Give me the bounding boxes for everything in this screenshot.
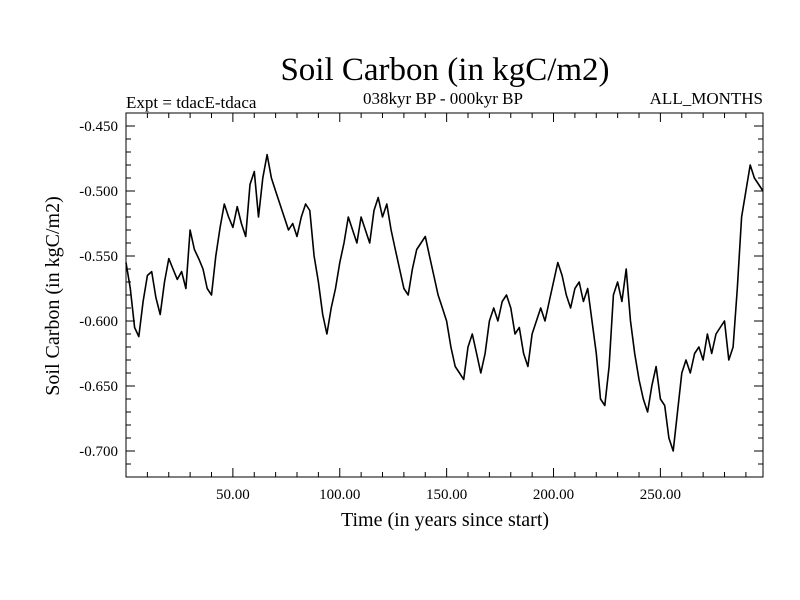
tick-labels: 50.00 100.00 150.00 200.00 250.00 -0.450 -0.50… <box>79 119 681 503</box>
y-tick-label: -0.500 <box>79 184 118 200</box>
axis-ticks <box>126 112 763 478</box>
y-tick-label: -0.550 <box>79 249 118 265</box>
experiment-label: Expt = tdacE-tdaca <box>126 93 257 112</box>
y-tick-label: -0.600 <box>79 314 118 330</box>
x-tick-label: 100.00 <box>319 487 360 503</box>
y-tick-label: -0.450 <box>79 119 118 135</box>
months-label: ALL_MONTHS <box>650 89 763 108</box>
x-tick-label: 250.00 <box>640 487 681 503</box>
y-tick-label: -0.650 <box>79 379 118 395</box>
x-tick-label: 200.00 <box>533 487 574 503</box>
time-range-label: 038kyr BP - 000kyr BP <box>363 89 523 108</box>
y-tick-label: -0.700 <box>79 444 118 460</box>
y-axis-label: Soil Carbon (in kgC/m2) <box>42 196 64 395</box>
x-axis-label: Time (in years since start) <box>341 509 549 531</box>
plot-frame <box>125 112 764 478</box>
x-tick-label: 150.00 <box>426 487 467 503</box>
soil-carbon-series-line <box>125 153 764 452</box>
x-tick-label: 50.00 <box>216 487 250 503</box>
chart-title: Soil Carbon (in kgC/m2) <box>280 52 609 88</box>
